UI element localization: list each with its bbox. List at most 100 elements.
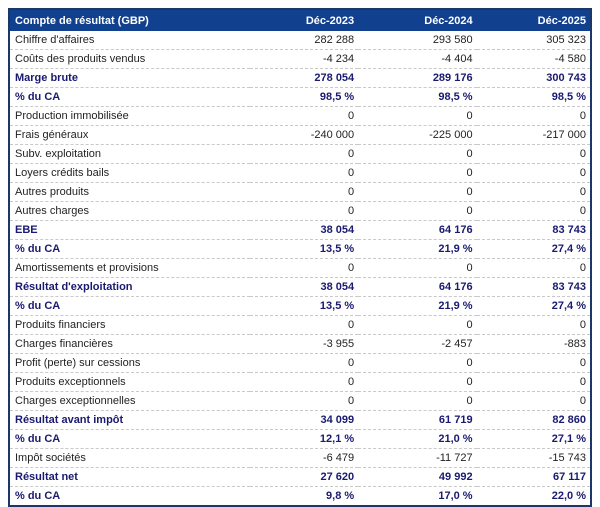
row-value: 27 620: [249, 467, 359, 487]
table-row: EBE 38 054 64 176 83 743: [9, 220, 591, 240]
row-value: 21,0 %: [358, 429, 477, 449]
row-value: 98,5 %: [249, 87, 359, 107]
table-row: Résultat avant impôt 34 099 61 719 82 860: [9, 410, 591, 430]
table-title: Compte de résultat (GBP): [9, 9, 250, 31]
row-label: Marge brute: [9, 68, 250, 88]
row-value: 0: [358, 144, 477, 164]
income-statement-table: Compte de résultat (GBP) Déc-2023 Déc-202…: [8, 8, 592, 507]
row-value: 0: [249, 258, 359, 278]
row-label: Profit (perte) sur cessions: [9, 353, 250, 373]
table-row: % du CA 9,8 % 17,0 % 22,0 %: [9, 486, 591, 506]
row-value: 0: [476, 391, 591, 411]
row-value: 0: [249, 182, 359, 202]
row-value: -4 404: [358, 49, 477, 69]
row-value: -240 000: [249, 125, 359, 145]
table-row: % du CA 13,5 % 21,9 % 27,4 %: [9, 239, 591, 259]
row-value: -4 234: [249, 49, 359, 69]
row-value: 0: [476, 315, 591, 335]
table-row: Produits financiers 0 0 0: [9, 315, 591, 335]
table-row: Résultat net 27 620 49 992 67 117: [9, 467, 591, 487]
row-value: -11 727: [358, 448, 477, 468]
table-body: Chiffre d'affaires 282 288 293 580 305 323 C…: [9, 31, 591, 506]
row-value: 21,9 %: [358, 296, 477, 316]
column-header: Déc-2025: [476, 9, 591, 31]
table-row: Produits exceptionnels 0 0 0: [9, 372, 591, 392]
table-row: Résultat d'exploitation 38 054 64 176 83 74…: [9, 277, 591, 297]
row-value: 0: [476, 201, 591, 221]
row-value: 27,1 %: [476, 429, 591, 449]
row-label: % du CA: [9, 239, 250, 259]
row-label: Résultat net: [9, 467, 250, 487]
row-value: 0: [358, 163, 477, 183]
row-value: 22,0 %: [476, 486, 591, 506]
row-value: 0: [476, 353, 591, 373]
row-value: -225 000: [358, 125, 477, 145]
row-label: Frais généraux: [9, 125, 250, 145]
row-value: 0: [476, 182, 591, 202]
row-value: 13,5 %: [249, 296, 359, 316]
table-row: % du CA 98,5 % 98,5 % 98,5 %: [9, 87, 591, 107]
row-value: 0: [249, 201, 359, 221]
row-value: 0: [358, 372, 477, 392]
row-label: Produits financiers: [9, 315, 250, 335]
row-label: EBE: [9, 220, 250, 240]
table-row: Profit (perte) sur cessions 0 0 0: [9, 353, 591, 373]
row-label: Production immobilisée: [9, 106, 250, 126]
row-value: 82 860: [476, 410, 591, 430]
column-header: Déc-2023: [249, 9, 359, 31]
row-value: 0: [249, 163, 359, 183]
row-value: 83 743: [476, 220, 591, 240]
row-value: 305 323: [476, 31, 591, 50]
row-label: Autres produits: [9, 182, 250, 202]
row-value: 67 117: [476, 467, 591, 487]
table-row: Frais généraux -240 000 -225 000 -217 000: [9, 125, 591, 145]
table-row: Coûts des produits vendus -4 234 -4 404 -4 …: [9, 49, 591, 69]
table-row: Charges financières -3 955 -2 457 -883: [9, 334, 591, 354]
row-value: 98,5 %: [476, 87, 591, 107]
row-label: Amortissements et provisions: [9, 258, 250, 278]
row-value: -3 955: [249, 334, 359, 354]
row-value: 27,4 %: [476, 296, 591, 316]
header-row: Compte de résultat (GBP) Déc-2023 Déc-202…: [9, 9, 591, 31]
table-row: % du CA 12,1 % 21,0 % 27,1 %: [9, 429, 591, 449]
table-row: Loyers crédits bails 0 0 0: [9, 163, 591, 183]
row-label: Autres charges: [9, 201, 250, 221]
row-value: 49 992: [358, 467, 477, 487]
column-header: Déc-2024: [358, 9, 477, 31]
row-value: 289 176: [358, 68, 477, 88]
table-row: Impôt sociétés -6 479 -11 727 -15 743: [9, 448, 591, 468]
row-value: 61 719: [358, 410, 477, 430]
row-value: 38 054: [249, 220, 359, 240]
row-value: 293 580: [358, 31, 477, 50]
row-value: 21,9 %: [358, 239, 477, 259]
row-value: -6 479: [249, 448, 359, 468]
row-value: 0: [249, 391, 359, 411]
row-value: 27,4 %: [476, 239, 591, 259]
row-label: % du CA: [9, 296, 250, 316]
row-value: 98,5 %: [358, 87, 477, 107]
row-value: 282 288: [249, 31, 359, 50]
row-value: 12,1 %: [249, 429, 359, 449]
row-value: -217 000: [476, 125, 591, 145]
row-value: 0: [476, 372, 591, 392]
row-value: 300 743: [476, 68, 591, 88]
row-label: % du CA: [9, 429, 250, 449]
row-value: 0: [476, 258, 591, 278]
table-row: Autres produits 0 0 0: [9, 182, 591, 202]
row-value: 0: [249, 353, 359, 373]
row-value: 64 176: [358, 277, 477, 297]
table-row: Chiffre d'affaires 282 288 293 580 305 323: [9, 31, 591, 50]
row-value: 0: [358, 258, 477, 278]
table-row: Autres charges 0 0 0: [9, 201, 591, 221]
income-statement-table-container: Compte de résultat (GBP) Déc-2023 Déc-202…: [8, 8, 592, 507]
row-label: % du CA: [9, 87, 250, 107]
row-value: 0: [358, 182, 477, 202]
row-value: 0: [249, 144, 359, 164]
table-row: % du CA 13,5 % 21,9 % 27,4 %: [9, 296, 591, 316]
row-label: Produits exceptionnels: [9, 372, 250, 392]
row-label: Chiffre d'affaires: [9, 31, 250, 50]
row-value: 0: [249, 372, 359, 392]
row-value: 0: [476, 163, 591, 183]
row-label: Charges exceptionnelles: [9, 391, 250, 411]
row-label: Coûts des produits vendus: [9, 49, 250, 69]
